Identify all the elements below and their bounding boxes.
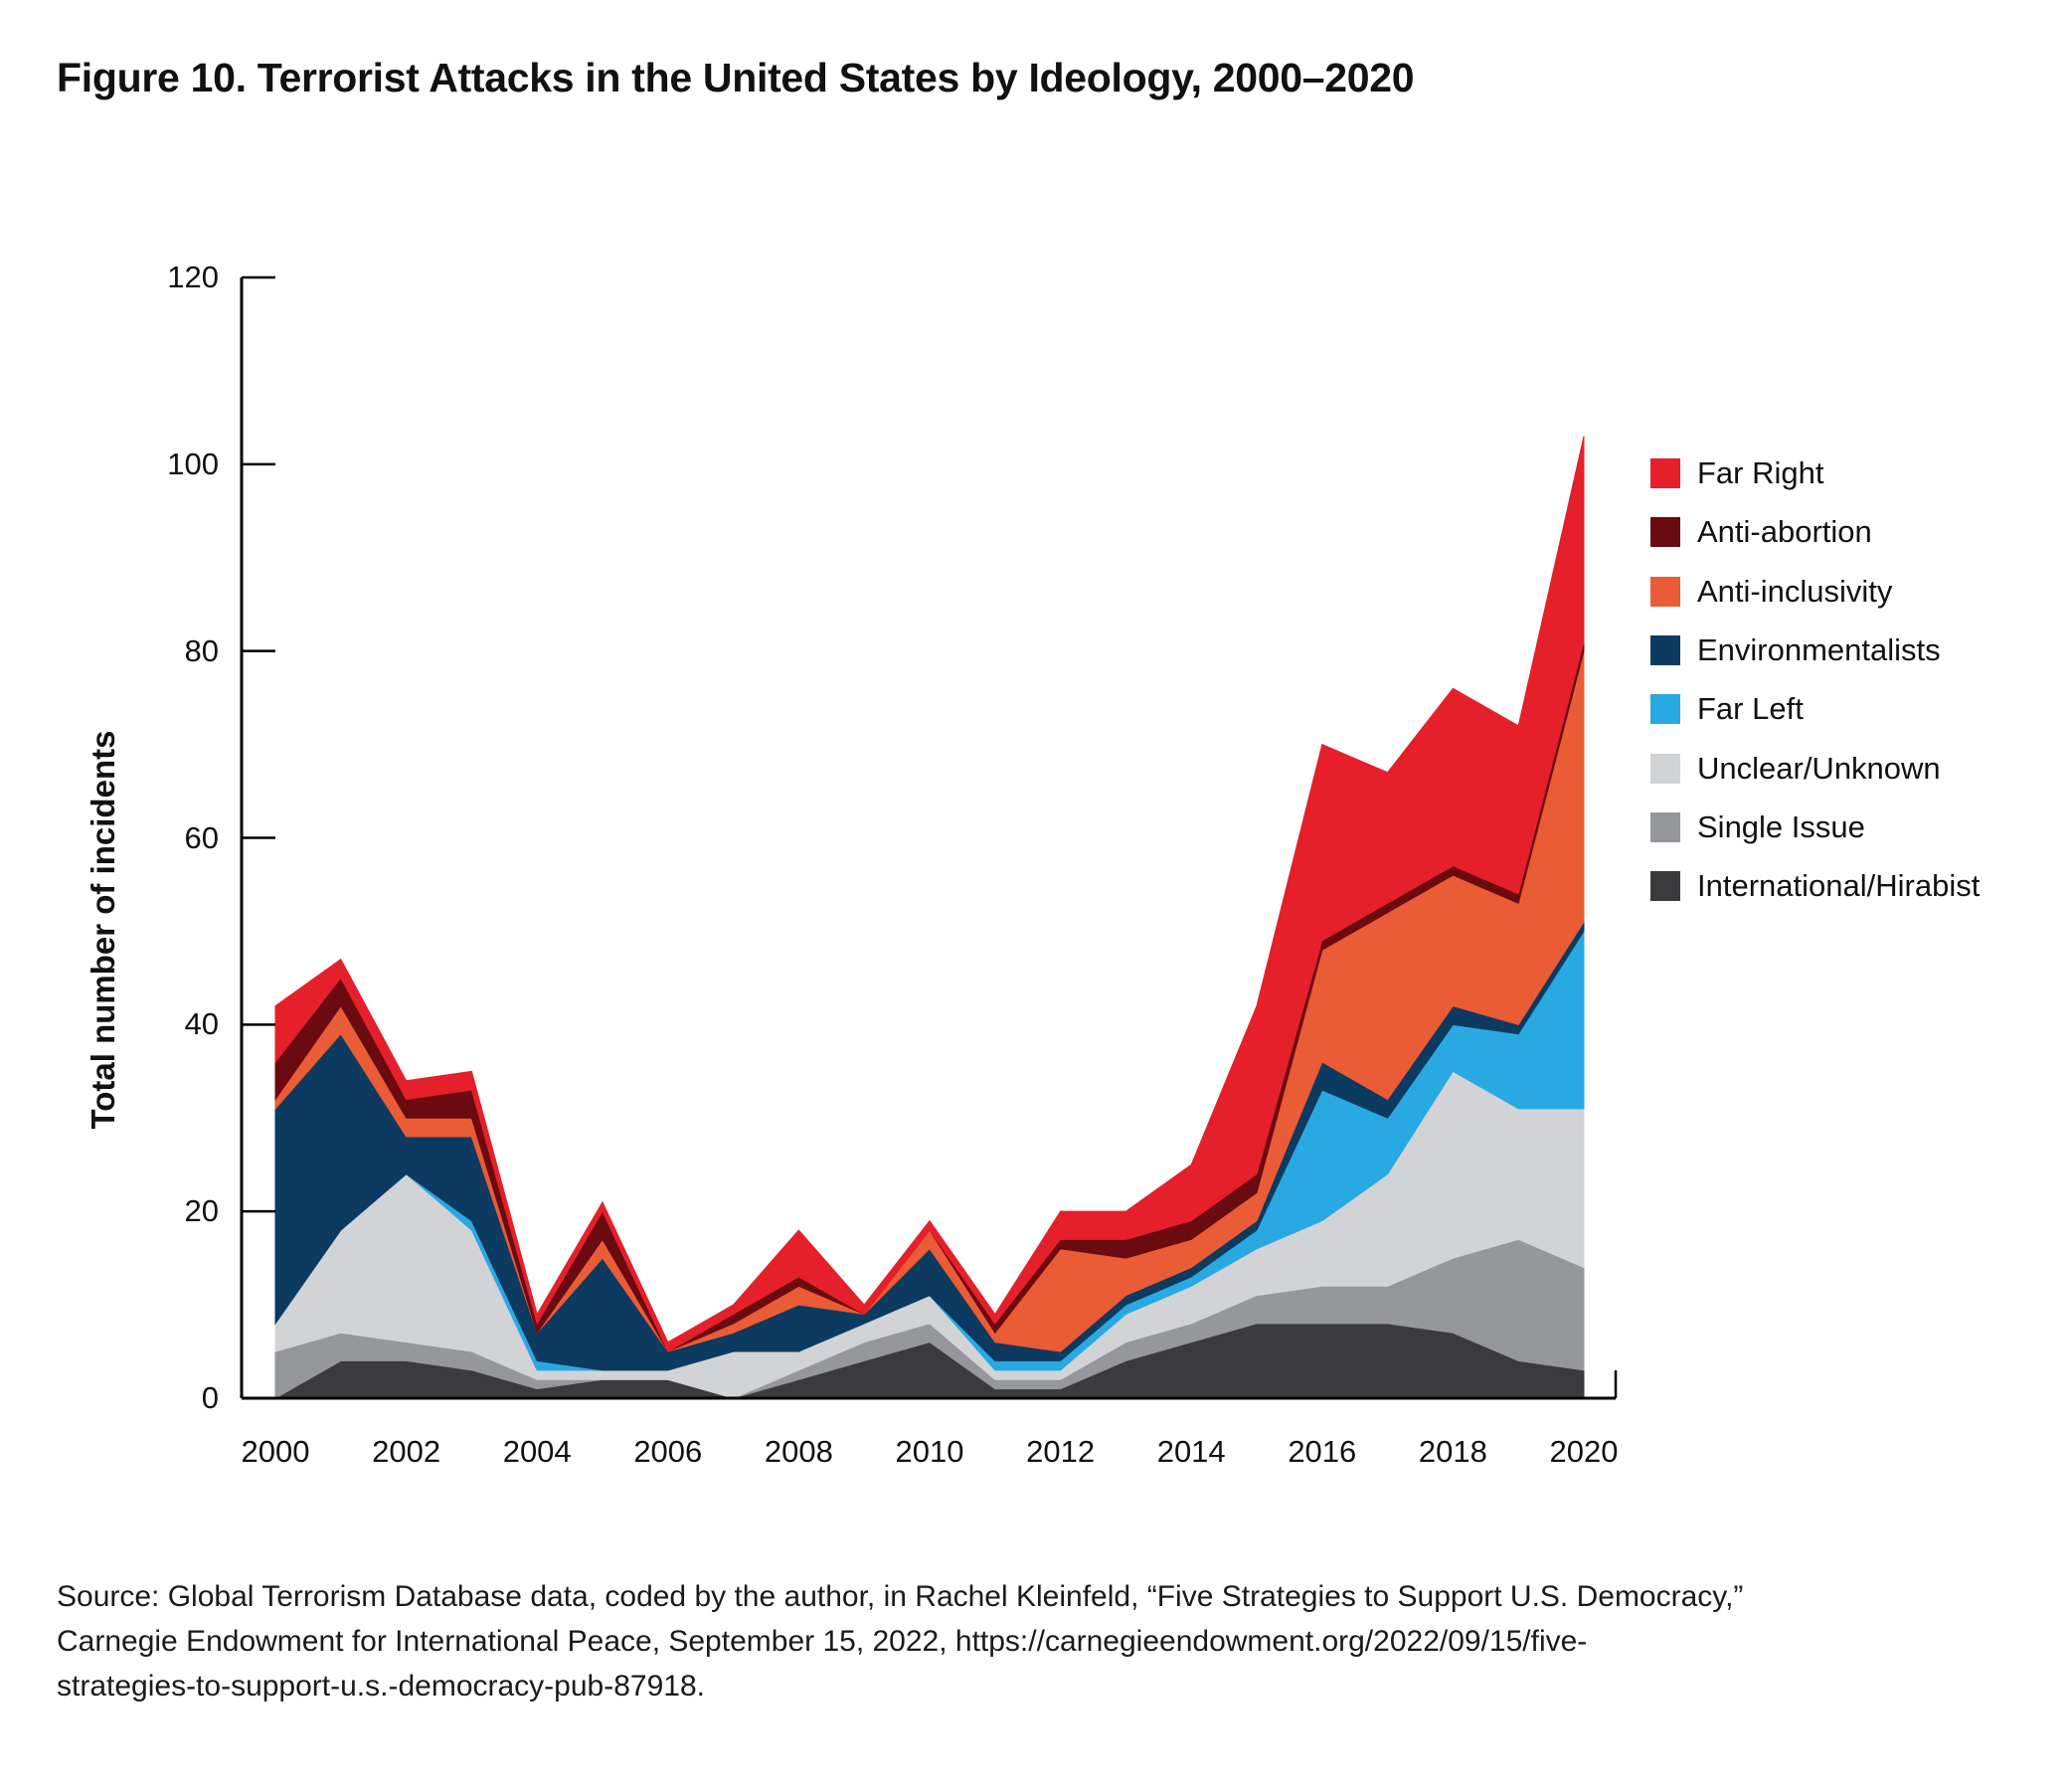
legend-label: Far Left: [1697, 691, 1804, 727]
figure-title: Figure 10. Terrorist Attacks in the Unit…: [57, 55, 1415, 100]
legend-label: Far Right: [1697, 455, 1824, 490]
x-tick-label: 2004: [502, 1434, 572, 1469]
legend-item-far-left: Far Left: [1650, 691, 1804, 727]
legend: Far Right Anti-abortion Anti-inclusivity En…: [1650, 455, 2068, 953]
legend-label: Unclear/Unknown: [1697, 750, 1941, 786]
legend-swatch-icon: [1650, 634, 1680, 665]
legend-label: Single Issue: [1697, 808, 1865, 844]
legend-swatch-icon: [1650, 694, 1680, 725]
x-tick-label: 2008: [764, 1434, 833, 1469]
legend-swatch-icon: [1650, 871, 1680, 902]
legend-swatch-icon: [1650, 517, 1680, 548]
x-tick-label: 2018: [1418, 1434, 1487, 1469]
legend-label: Anti-inclusivity: [1697, 573, 1893, 609]
legend-swatch-icon: [1650, 576, 1680, 607]
x-tick-label: 2020: [1549, 1434, 1619, 1469]
y-tick-label: 120: [167, 260, 219, 294]
x-tick-label: 2014: [1156, 1434, 1226, 1469]
x-tick-label: 2010: [895, 1434, 964, 1469]
x-tick-label: 2016: [1288, 1434, 1357, 1469]
source-line: strategies-to-support-u.s.-democracy-pub…: [57, 1670, 705, 1702]
legend-label: Environmentalists: [1697, 631, 1941, 667]
legend-item-anti-inclusivity: Anti-inclusivity: [1650, 574, 1892, 610]
y-tick-label: 80: [184, 632, 219, 668]
y-tick-label: 60: [184, 819, 219, 855]
legend-item-environmentalists: Environmentalists: [1650, 632, 1941, 668]
legend-item-international-hirabist: International/Hirabist: [1650, 868, 1980, 904]
y-tick-label: 40: [184, 1006, 219, 1042]
legend-item-single-issue: Single Issue: [1650, 809, 1865, 845]
legend-swatch-icon: [1650, 458, 1680, 488]
x-tick-label: 2006: [633, 1434, 703, 1469]
y-tick-label: 20: [184, 1193, 219, 1229]
source-line: Source: Global Terrorism Database data, …: [57, 1580, 1744, 1613]
area-far-right: [274, 436, 1585, 1352]
y-tick-label: 0: [201, 1380, 219, 1415]
legend-item-anti-abortion: Anti-abortion: [1650, 514, 1872, 550]
legend-item-far-right: Far Right: [1650, 455, 1823, 491]
x-tick-label: 2002: [372, 1434, 441, 1469]
legend-label: International/Hirabist: [1697, 868, 1981, 904]
source-note: Source: Global Terrorism Database data, …: [57, 1574, 1743, 1708]
source-line: Carnegie Endowment for International Pea…: [57, 1625, 1588, 1658]
legend-swatch-icon: [1650, 753, 1680, 784]
y-tick-label: 100: [167, 446, 219, 481]
legend-label: Anti-abortion: [1697, 514, 1872, 550]
x-tick-label: 2000: [241, 1434, 310, 1469]
x-tick-label: 2012: [1026, 1434, 1096, 1469]
legend-swatch-icon: [1650, 811, 1680, 842]
y-axis-title: Total number of incidents: [85, 730, 121, 1130]
legend-item-unclear-unknown: Unclear/Unknown: [1650, 751, 1941, 787]
